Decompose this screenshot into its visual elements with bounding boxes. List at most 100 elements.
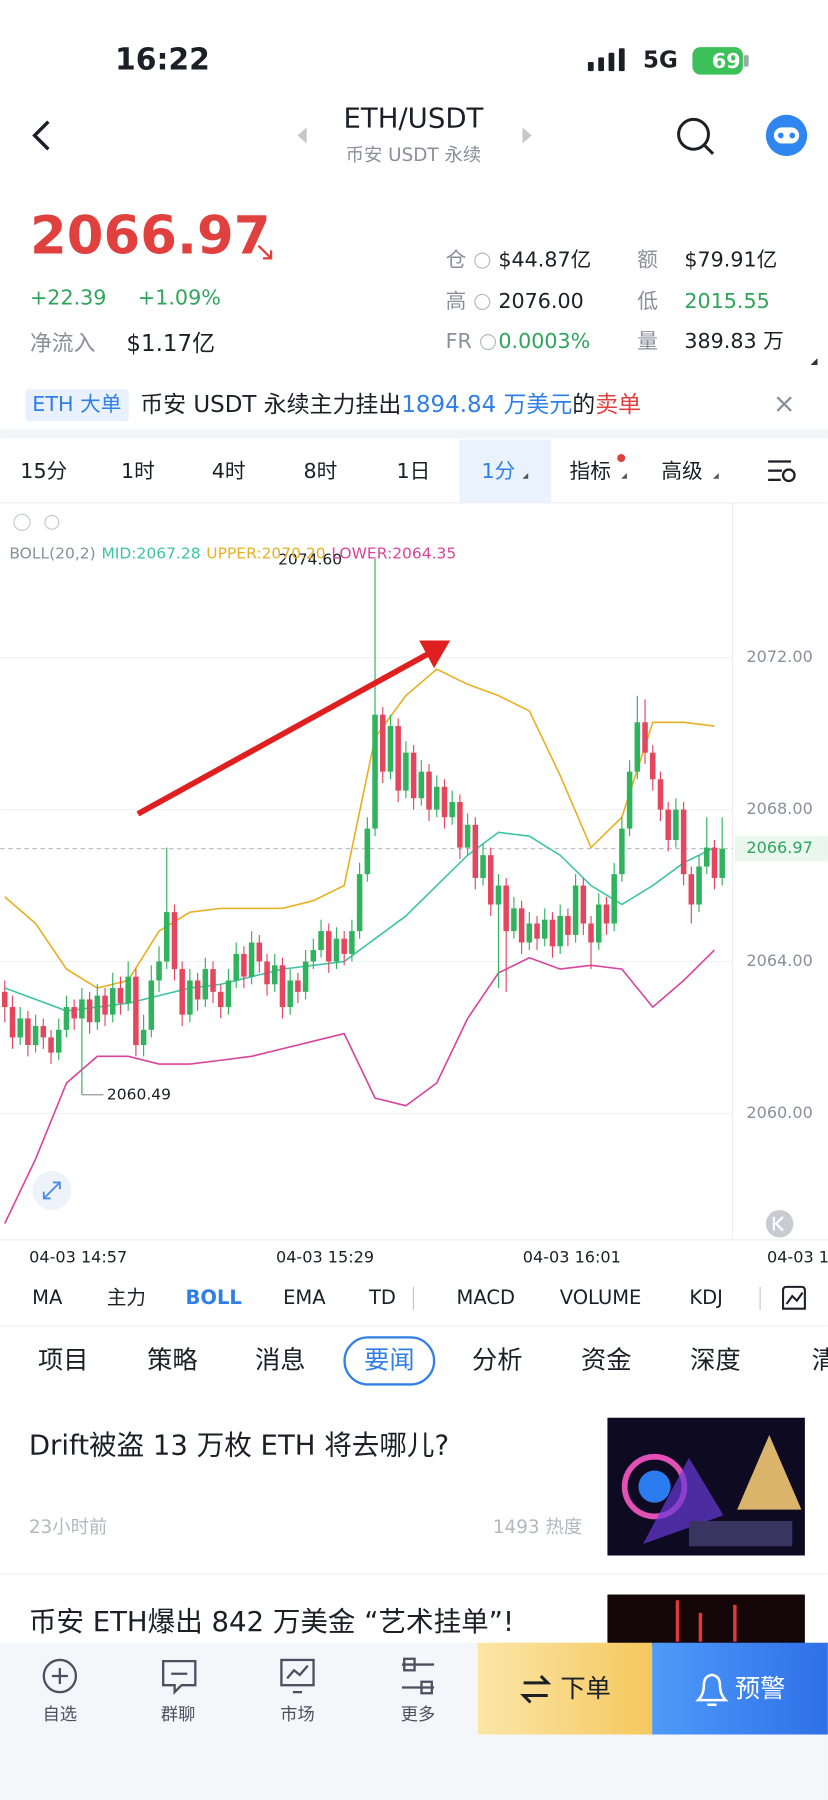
news-tab[interactable]: 消息 [255,1345,306,1374]
candle-body [156,961,162,981]
candle-body [356,874,363,932]
bottom-nav [0,1642,478,1800]
news-tab[interactable]: 项目 [38,1345,89,1374]
candle-body [279,965,286,1008]
news-thumbnail[interactable] [607,1594,805,1647]
news-tab[interactable]: 要闻 [364,1345,415,1374]
collapse-icon[interactable] [13,513,31,531]
search-button[interactable] [677,117,715,155]
candle-body [426,771,432,810]
prev-pair[interactable] [297,127,307,144]
signal-icon [587,48,625,72]
candle-body [588,923,594,943]
alert-button[interactable] [652,1642,828,1735]
next-pair[interactable] [522,127,532,144]
net-inflow: $1.17亿 [126,331,215,357]
timeframe-tab[interactable]: 1时 [121,459,155,483]
stat-label: 额 [637,248,658,272]
timeframe-tab[interactable]: 4时 [212,459,246,483]
news-title[interactable]: 币安 ETH爆出 842 万美金 “艺术挂单”! [29,1606,514,1638]
banner-tag-bg [25,389,129,422]
candle-body [619,828,625,875]
order-label[interactable]: 下单 [560,1674,610,1703]
news-thumbnail[interactable] [607,1417,805,1556]
candle-body [410,752,417,799]
candle-body [140,1029,147,1046]
news-tab[interactable]: 分析 [472,1345,523,1374]
timeframe-tab[interactable]: 指标 [570,459,611,483]
x-tick-label: 04-03 16:01 [523,1248,621,1267]
candle-body [349,931,355,954]
indicator-tab[interactable]: TD [368,1286,396,1309]
news-tab[interactable]: 策略 [147,1345,198,1374]
candle-body [487,855,494,905]
indicator-tab[interactable]: MA [32,1286,63,1309]
news-title[interactable]: Drift被盗 13 万枚 ETH 将去哪儿? [29,1429,449,1461]
chart-settings[interactable] [768,460,796,483]
x-tick-label: 04-03 1 [767,1248,828,1267]
banner-tag: ETH 大单 [32,392,121,416]
alert-label[interactable]: 预警 [735,1674,785,1703]
indicator-tab[interactable]: MACD [457,1286,515,1309]
boll-lower: LOWER:2064.35 [331,544,456,562]
candle-body [25,1018,31,1046]
news-tab[interactable]: 深度 [690,1345,741,1374]
settings-icon[interactable] [44,514,60,530]
fullscreen-button[interactable] [32,1170,72,1210]
timeframe-tab[interactable]: 高级 [661,459,702,483]
banner-main: 币安 USDT 永续主力挂出 [140,392,401,418]
pair-title: ETH/USDT [343,102,483,134]
candle-body [495,885,502,905]
stat-value: $44.87亿 [498,248,591,272]
nav-tab[interactable]: 更多 [401,1705,435,1725]
timeframe-tab[interactable]: 1日 [397,459,431,483]
dropdown-caret [621,472,627,479]
expand-corner [810,358,818,366]
price-change: +22.39 [30,285,106,309]
candle-body [395,726,401,791]
dropdown-caret [522,472,529,479]
news-tab[interactable]: 资金 [581,1345,632,1374]
candle-body [233,953,239,981]
stat-value: 2076.00 [498,289,583,313]
nav-tab[interactable]: 市场 [280,1705,314,1725]
nav-tab[interactable]: 群聊 [161,1705,195,1725]
candle-body [32,1026,39,1046]
indicator-tab[interactable]: 主力 [107,1286,146,1309]
pair-subtitle: 币安 USDT 永续 [346,145,482,166]
timeframe-tab[interactable]: 15分 [20,459,67,483]
candle-body [202,969,209,1000]
timeframe-tab[interactable]: 1分 [481,459,515,483]
candle-body [603,904,610,924]
candle-body [696,866,702,905]
banner-text: 币安 USDT 永续主力挂出1894.84 万美元的卖单 [140,392,641,418]
candle-body [302,961,309,992]
candle-body [580,885,587,924]
divider [0,429,828,439]
news-tab[interactable]: 清 [812,1345,828,1374]
indicator-tab[interactable]: BOLL [186,1286,242,1309]
candle-body [194,980,201,1000]
candle-body [464,824,471,848]
back-button[interactable] [32,120,50,151]
candle-body [480,855,486,878]
indicator-dot [617,454,626,463]
candle-body [719,848,725,878]
draw-tool[interactable] [782,1285,806,1310]
indicator-tab[interactable]: EMA [283,1286,326,1309]
order-button[interactable] [477,1642,653,1735]
nav-tab[interactable]: 自选 [43,1705,77,1725]
assistant-avatar[interactable] [765,114,808,157]
candle-body [9,1007,16,1038]
candle-body [511,908,517,932]
indicator-tab[interactable]: KDJ [689,1286,723,1309]
candle-body [634,722,641,772]
timeframe-tab[interactable]: 8时 [304,459,338,483]
y-tick-label: 2072.00 [746,647,812,666]
last-price-label: 2066.97 [746,838,812,857]
scroll-latest[interactable] [765,1209,794,1238]
candle-body [295,980,301,992]
candle-body [642,722,648,753]
indicator-tab[interactable]: VOLUME [560,1286,642,1309]
close-banner[interactable] [776,396,792,412]
